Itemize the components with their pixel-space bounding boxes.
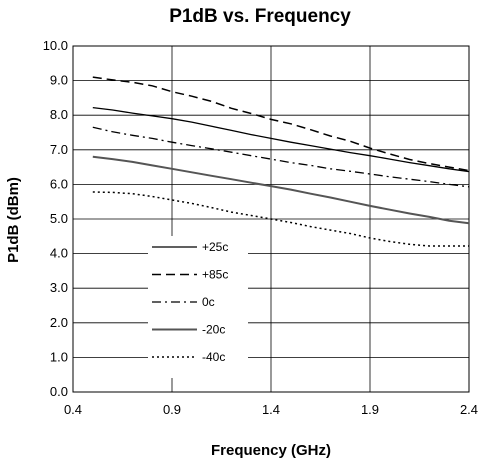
legend-label-4: -20c bbox=[202, 323, 225, 337]
series-line-4 bbox=[92, 155, 470, 225]
y-tick-label: 8.0 bbox=[50, 107, 68, 122]
y-tick-label: 6.0 bbox=[50, 176, 68, 191]
y-tick-label: 2.0 bbox=[50, 315, 68, 330]
y-tick-label: 4.0 bbox=[50, 246, 68, 261]
y-tick-label: 1.0 bbox=[50, 349, 68, 364]
legend-label-3: 0c bbox=[202, 295, 215, 309]
y-tick-label: 9.0 bbox=[50, 73, 68, 88]
x-axis-label: Frequency (GHz) bbox=[211, 442, 331, 459]
x-tick-label: 1.9 bbox=[361, 402, 379, 417]
series-lines bbox=[92, 76, 470, 247]
legend-label-1: +25c bbox=[202, 240, 228, 254]
y-tick-label: 10.0 bbox=[43, 38, 68, 53]
plot-area bbox=[72, 45, 470, 393]
y-axis-ticks: 0.0 1.0 2.0 3.0 4.0 5.0 6.0 7.0 8.0 9.0 10.0 bbox=[43, 38, 68, 399]
series-line-5 bbox=[92, 191, 469, 247]
chart-title: P1dB vs. Frequency bbox=[169, 6, 351, 27]
series-line-1 bbox=[92, 106, 470, 173]
legend-box bbox=[148, 236, 248, 378]
x-tick-label: 2.4 bbox=[460, 402, 478, 417]
legend-label-2: +85c bbox=[202, 268, 228, 282]
y-tick-label: 0.0 bbox=[50, 384, 68, 399]
y-tick-label: 5.0 bbox=[50, 211, 68, 226]
legend-label-5: -40c bbox=[202, 350, 225, 364]
series-line-2 bbox=[92, 76, 470, 172]
y-tick-label: 7.0 bbox=[50, 142, 68, 157]
y-axis-label: P1dB (dBm) bbox=[5, 177, 22, 263]
series-line-3 bbox=[92, 126, 470, 188]
x-tick-label: 1.4 bbox=[262, 402, 280, 417]
x-tick-label: 0.4 bbox=[64, 402, 82, 417]
x-tick-label: 0.9 bbox=[163, 402, 181, 417]
x-axis-ticks: 0.4 0.9 1.4 1.9 2.4 bbox=[64, 402, 478, 417]
legend: +25c +85c 0c -20c -40c bbox=[148, 236, 248, 378]
y-tick-label: 3.0 bbox=[50, 280, 68, 295]
